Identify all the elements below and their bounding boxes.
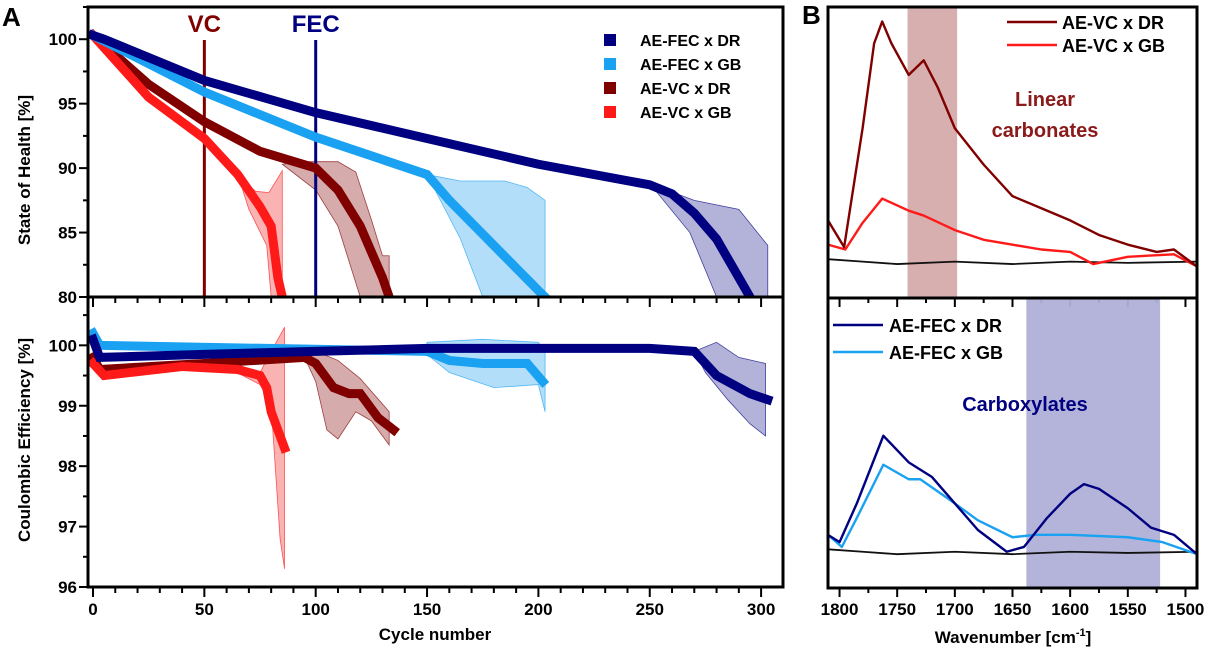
legend-label-fec_dr: AE-FEC x DR bbox=[889, 316, 1002, 336]
legend-label-vc_gb: AE-VC x GB bbox=[640, 105, 732, 122]
y-tick-label: 96 bbox=[58, 578, 77, 597]
x-tick-label: 1650 bbox=[994, 600, 1032, 619]
legend-label-vc_gb: AE-VC x GB bbox=[1062, 36, 1165, 56]
plot-frame bbox=[86, 5, 785, 299]
legend-marker-vc_gb bbox=[604, 106, 616, 118]
x-tick-label: 150 bbox=[413, 600, 441, 619]
series-line-fec_dr bbox=[828, 434, 1197, 556]
highlight-band bbox=[907, 7, 958, 298]
marker-label-fec: FEC bbox=[292, 11, 340, 38]
x-tick-label: 1500 bbox=[1167, 600, 1205, 619]
y-tick-label: 90 bbox=[58, 159, 77, 178]
error-band-vc_dr bbox=[281, 161, 390, 298]
ce-x-axis-label: Cycle number bbox=[379, 625, 492, 644]
x-tick-label: 1600 bbox=[1051, 600, 1089, 619]
plot-frame bbox=[86, 295, 785, 589]
series-line-vc_gb bbox=[828, 197, 1197, 268]
legend-label-fec_dr: AE-FEC x DR bbox=[640, 33, 741, 50]
soh-y-axis-label: State of Health [%] bbox=[15, 95, 34, 245]
x-tick-label: 1550 bbox=[1109, 600, 1147, 619]
ce-chart: 0 50 100 150 200 250 300 96 97 98 99 100 bbox=[49, 295, 785, 619]
y-tick-label: 95 bbox=[58, 95, 77, 114]
wavenumber-label-sup: -1 bbox=[1076, 627, 1086, 639]
panel-label-a: A bbox=[2, 2, 21, 32]
legend-marker-vc_dr bbox=[604, 82, 616, 94]
y-tick-label: 99 bbox=[58, 397, 77, 416]
y-tick-label: 100 bbox=[49, 30, 77, 49]
series-line-fec_gb bbox=[88, 29, 552, 297]
y-tick-label: 98 bbox=[58, 457, 77, 476]
x-tick-label: 250 bbox=[636, 600, 664, 619]
y-tick-label: 80 bbox=[58, 288, 77, 307]
legend-marker-fec_dr bbox=[604, 34, 616, 46]
highlight-band bbox=[1026, 298, 1161, 588]
y-tick-label: 100 bbox=[49, 336, 77, 355]
x-tick-label: 100 bbox=[302, 600, 330, 619]
panel-label-b: B bbox=[802, 0, 821, 30]
x-tick-label: 1750 bbox=[878, 600, 916, 619]
x-tick-label: 1700 bbox=[936, 600, 974, 619]
wavenumber-label-end: ] bbox=[1086, 628, 1092, 647]
legend-label-vc_dr: AE-VC x DR bbox=[1062, 13, 1164, 33]
series-line-baseline bbox=[828, 548, 1197, 556]
ftir-fec-chart: 1800 1750 1700 1650 1600 1550 1500 Carboxylates… bbox=[821, 296, 1205, 619]
highlight-label: Linear bbox=[1015, 89, 1075, 111]
ce-y-axis-label: Coulombic Efficiency [%] bbox=[15, 338, 34, 542]
series-line-vc_dr bbox=[88, 29, 394, 297]
y-tick-label: 97 bbox=[58, 518, 77, 537]
legend-label-vc_dr: AE-VC x DR bbox=[640, 81, 731, 98]
x-tick-label: 200 bbox=[524, 600, 552, 619]
series-line-fec_gb bbox=[828, 463, 1197, 556]
x-tick-label: 1800 bbox=[821, 600, 859, 619]
highlight-label: carbonates bbox=[992, 120, 1099, 142]
series-line-baseline bbox=[828, 258, 1197, 265]
legend-label-fec_gb: AE-FEC x GB bbox=[640, 57, 741, 74]
wavenumber-label-main: Wavenumber [cm bbox=[935, 628, 1076, 647]
error-band-fec_dr bbox=[648, 182, 769, 298]
legend-label-fec_gb: AE-FEC x GB bbox=[889, 343, 1003, 363]
x-tick-label: 300 bbox=[747, 600, 775, 619]
series-line-vc_dr bbox=[828, 20, 1197, 268]
x-tick-label: 0 bbox=[88, 600, 97, 619]
series-line-fec_dr bbox=[88, 29, 756, 297]
legend-marker-fec_gb bbox=[604, 58, 616, 70]
series-line-fec_dr bbox=[88, 333, 774, 406]
x-tick-label: 50 bbox=[195, 600, 214, 619]
wavenumber-axis-label: Wavenumber [cm-1] bbox=[935, 627, 1092, 647]
highlight-label: Carboxylates bbox=[962, 394, 1088, 416]
y-tick-label: 85 bbox=[58, 224, 77, 243]
soh-chart: VC FEC 80 85 90 95 100 AE-FEC x DR AE-FEC x GB AE… bbox=[49, 5, 785, 307]
series-line-vc_gb bbox=[88, 357, 291, 454]
marker-label-vc: VC bbox=[188, 11, 221, 38]
series-line-vc_gb bbox=[88, 29, 287, 297]
ftir-vc-chart: Linear carbonates AE-VC x DR AE-VC x GB bbox=[826, 5, 1199, 307]
